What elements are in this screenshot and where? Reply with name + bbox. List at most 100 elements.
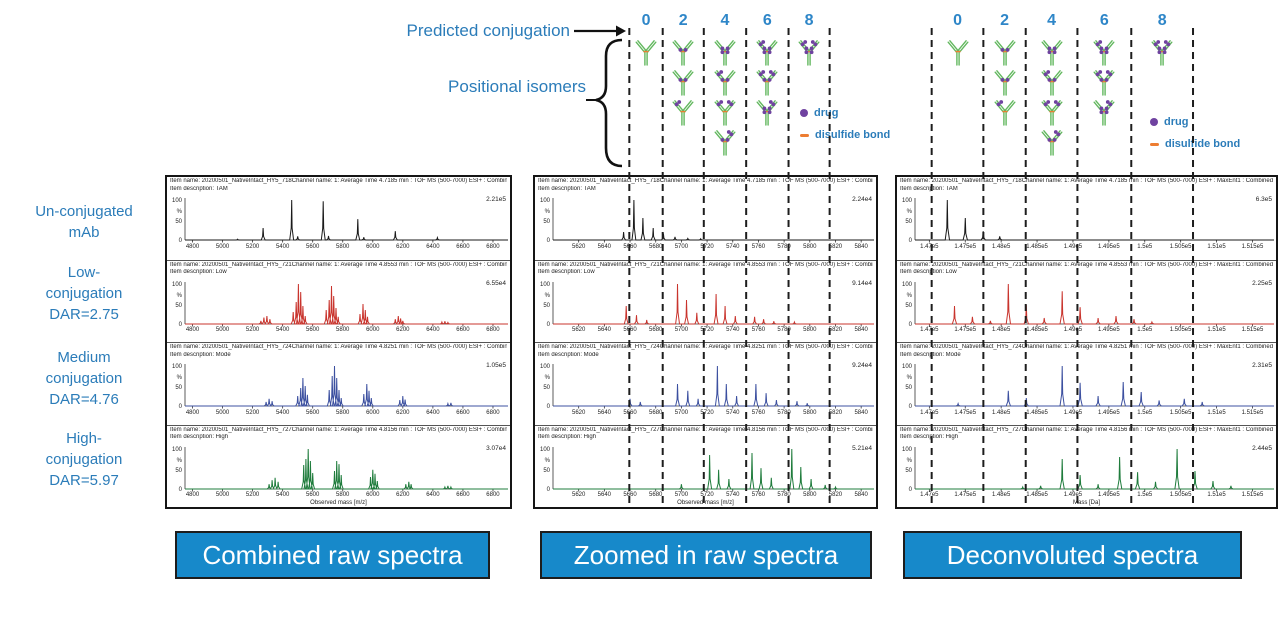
x-tick: 5760 bbox=[751, 243, 766, 250]
x-tick: 6400 bbox=[426, 409, 440, 416]
axis-label: 2.25e5 bbox=[1252, 280, 1272, 287]
axis-label: 50 bbox=[175, 468, 182, 474]
x-tick: 1.47e5 bbox=[920, 409, 939, 416]
item-name: Item name: 20200501_NativeIntact_HY5_727 bbox=[170, 426, 292, 433]
banner-zoomed-raw-spectra: Zoomed in raw spectra bbox=[540, 531, 872, 579]
antibody-icon bbox=[1150, 38, 1174, 66]
x-tick: 1.48e5 bbox=[991, 492, 1011, 498]
axis-label: 50 bbox=[543, 468, 550, 474]
channel-name: Channel name: 1: Average Time 4.7185 min… bbox=[659, 178, 873, 184]
axis-label: 50 bbox=[543, 385, 550, 391]
spectrum-trace bbox=[915, 448, 1274, 489]
x-tick: 5800 bbox=[803, 327, 817, 333]
conjugation-count-6: 6 bbox=[1099, 12, 1109, 29]
antibody-icon bbox=[946, 38, 970, 66]
spectra-panel-deconvoluted_spectra-0: Item name: 20200501_NativeIntact_HY5_718… bbox=[897, 177, 1276, 260]
x-tick: 5740 bbox=[726, 327, 740, 333]
spectrum-trace bbox=[915, 199, 1274, 241]
x-tick: 6800 bbox=[486, 492, 500, 498]
row-label-2: Medium conjugation DAR=4.76 bbox=[45, 349, 123, 408]
x-tick: 5680 bbox=[649, 243, 663, 250]
x-tick: 5620 bbox=[571, 327, 586, 333]
item-description: Item description: TAM bbox=[538, 185, 596, 192]
x-tick: 5600 bbox=[306, 409, 320, 416]
item-name: Item name: 20200501_NativeIntact_HY5_724 bbox=[170, 344, 292, 350]
x-tick-labels: 4800 5000 5200 5400 5600 5800 6000 6200 6400 6600… bbox=[167, 410, 510, 418]
panel-description: Item description: High bbox=[900, 434, 1273, 440]
x-tick: 1.51e5 bbox=[1207, 492, 1226, 498]
x-tick: 1.48e5 bbox=[991, 327, 1011, 333]
x-tick-labels: 5620 5640 5660 5680 5700 5720 5740 5760 5780 5800… bbox=[535, 327, 876, 335]
x-tick: 5700 bbox=[674, 327, 689, 333]
panel-header: Item name: 20200501_NativeIntact_HY5_718… bbox=[170, 178, 507, 184]
axis-label: 50 bbox=[905, 219, 912, 225]
spectrum-trace bbox=[553, 283, 874, 324]
panel-description: Item description: Low bbox=[900, 269, 1273, 275]
arrow-and-brace bbox=[574, 25, 626, 168]
axis-label: 100 bbox=[902, 282, 913, 288]
legend-right: drug disulfide bond bbox=[1150, 115, 1240, 159]
positional-isomers-label: Positional isomers bbox=[448, 77, 586, 96]
x-tick: 1.5e5 bbox=[1137, 243, 1153, 250]
x-tick-labels: 4800 5000 5200 5400 5600 5800 6000 6200 6400 6600… bbox=[167, 492, 510, 500]
x-tick: 1.505e5 bbox=[1169, 243, 1192, 250]
conjugation-count-8: 8 bbox=[1157, 12, 1167, 29]
x-tick: 5820 bbox=[828, 243, 843, 250]
x-tick: 5620 bbox=[571, 243, 586, 250]
item-name: Item name: 20200501_NativeIntact_HY5_718 bbox=[900, 178, 1022, 184]
x-tick: 5400 bbox=[275, 327, 290, 333]
spectra-panel-combined_raw_spectra-3: Item name: 20200501_NativeIntact_HY5_727… bbox=[167, 424, 510, 508]
spectrum-plot: 100% 50 0 1.05e5 bbox=[172, 362, 508, 409]
axis-label: 100 bbox=[172, 447, 183, 453]
x-tick: 5640 bbox=[597, 327, 612, 333]
x-tick: 1.495e5 bbox=[1098, 492, 1120, 498]
x-tick: 5200 bbox=[245, 243, 260, 250]
banner-deconvoluted-spectra: Deconvoluted spectra bbox=[903, 531, 1242, 579]
channel-name: Channel name: 1: Average Time 4.8251 min… bbox=[659, 344, 873, 350]
axis-label: 0 bbox=[179, 238, 183, 243]
axis-label: 50 bbox=[905, 303, 912, 309]
panel-description: Item description: TAM bbox=[170, 186, 507, 192]
channel-name: Channel name: 1: Average Time 4.7185 min… bbox=[291, 178, 507, 184]
axis-label: 100 bbox=[540, 282, 551, 288]
x-tick: 1.495e5 bbox=[1098, 243, 1120, 250]
x-tick-labels: 1.47e5 1.475e5 1.48e5 1.485e5 1.49e5 1.495e5 1… bbox=[897, 327, 1276, 335]
x-tick: 1.475e5 bbox=[954, 409, 977, 416]
panel-header: Item name: 20200501_NativeIntact_HY5_724… bbox=[170, 344, 507, 350]
x-tick: 1.515e5 bbox=[1241, 492, 1264, 498]
channel-name: Channel name: 1: Average Time 4.8156 min… bbox=[291, 426, 507, 433]
spectra-panel-zoomed_in_raw_spectra-2: Item name: 20200501_NativeIntact_HY5_724… bbox=[535, 342, 876, 425]
x-tick: 1.515e5 bbox=[1241, 409, 1264, 416]
antibody-icon bbox=[671, 38, 695, 66]
axis-label: 0 bbox=[179, 322, 183, 327]
spectrum-plot: 100% 50 0 5.21e4 bbox=[540, 445, 874, 492]
legend-drug-row: drug bbox=[1150, 115, 1240, 129]
x-tick: 1.51e5 bbox=[1207, 327, 1226, 333]
axis-label: 50 bbox=[543, 219, 550, 225]
panel-header: Item name: 20200501_NativeIntact_HY5_724… bbox=[538, 344, 873, 350]
x-tick: 5780 bbox=[777, 243, 791, 250]
x-tick: 1.485e5 bbox=[1026, 243, 1048, 250]
axis-label: 2.21e5 bbox=[486, 196, 506, 203]
spectrum-trace bbox=[915, 283, 1274, 324]
drug-icon bbox=[1150, 118, 1158, 126]
conjugation-count-2: 2 bbox=[678, 12, 688, 29]
panel-description: Item description: TAM bbox=[538, 186, 873, 192]
panel-description: Item description: Mode bbox=[170, 352, 507, 358]
spectrum-plot: 100% 50 0 2.21e5 bbox=[172, 196, 508, 243]
axis-label: 0 bbox=[179, 404, 183, 409]
x-tick: 1.485e5 bbox=[1026, 492, 1048, 498]
axis-label: 5.21e4 bbox=[852, 445, 872, 452]
x-tick: 5720 bbox=[700, 492, 714, 498]
spectrum-plot: 100% 50 0 2.31e5 bbox=[902, 362, 1274, 409]
spectrum-plot: 100% 50 0 6.55e4 bbox=[172, 280, 508, 327]
item-description: Item description: High bbox=[538, 434, 597, 440]
x-tick-labels: 1.47e5 1.475e5 1.48e5 1.485e5 1.49e5 1.495e5 1… bbox=[897, 410, 1276, 418]
antibody-icon bbox=[1092, 68, 1116, 96]
x-tick: 1.515e5 bbox=[1241, 327, 1264, 333]
panel-description: Item description: Low bbox=[170, 269, 507, 275]
x-tick: 1.475e5 bbox=[954, 492, 977, 498]
x-tick-labels: 5620 5640 5660 5680 5700 5720 5740 5760 5780 5800… bbox=[535, 492, 876, 500]
x-tick: 5400 bbox=[275, 492, 290, 498]
